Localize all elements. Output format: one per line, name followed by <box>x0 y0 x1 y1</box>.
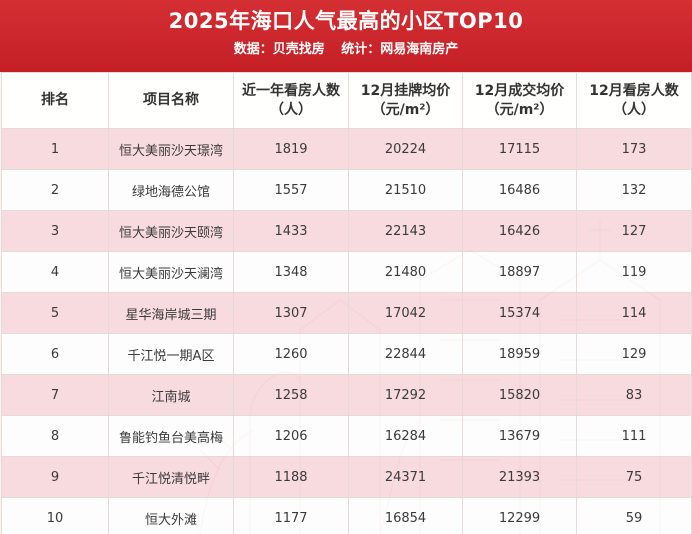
december-visitors-cell: 59 <box>576 497 692 534</box>
column-header-listing-price: 12月挂牌均价 （元/m²） <box>348 72 463 129</box>
yearly-visitors-cell: 1433 <box>233 210 349 252</box>
rank-cell: 7 <box>1 374 109 416</box>
deal-price-cell: 12299 <box>462 497 577 534</box>
yearly-visitors-cell: 1307 <box>233 292 349 334</box>
project-name-cell: 星华海岸城三期 <box>108 292 234 334</box>
title-banner: 2025年海口人气最高的小区TOP10 数据：贝壳找房 统计：网易海南房产 <box>0 0 692 72</box>
rank-cell: 8 <box>1 415 109 457</box>
december-visitors-cell: 132 <box>576 169 692 211</box>
listing-price-cell: 17292 <box>348 374 463 416</box>
december-visitors-cell: 173 <box>576 128 692 170</box>
yearly-visitors-cell: 1819 <box>233 128 349 170</box>
listing-price-cell: 16284 <box>348 415 463 457</box>
deal-price-cell: 16486 <box>462 169 577 211</box>
data-source: 数据：贝壳找房 <box>233 42 325 57</box>
yearly-visitors-cell: 1260 <box>233 333 349 375</box>
project-name-cell: 恒大美丽沙天璟湾 <box>108 128 234 170</box>
column-header-deal-price: 12月成交均价 （元/m²） <box>462 72 577 129</box>
listing-price-cell: 20224 <box>348 128 463 170</box>
table-row: 5 星华海岸城三期 1307 17042 15374 114 <box>1 292 692 334</box>
column-header-yearly-visitors: 近一年看房人数 （人） <box>233 72 349 129</box>
table-row: 3 恒大美丽沙天颐湾 1433 22143 16426 127 <box>1 210 692 252</box>
rank-cell: 6 <box>1 333 109 375</box>
december-visitors-cell: 75 <box>576 456 692 498</box>
project-name-cell: 恒大美丽沙天颐湾 <box>108 210 234 252</box>
table-row: 1 恒大美丽沙天璟湾 1819 20224 17115 173 <box>1 128 692 170</box>
table-row: 6 千江悦一期A区 1260 22844 18959 129 <box>1 333 692 375</box>
table-row: 10 恒大外滩 1177 16854 12299 59 <box>1 497 692 534</box>
deal-price-cell: 13679 <box>462 415 577 457</box>
table-header-row: 排名 项目名称 近一年看房人数 （人） 12月挂牌均价 （元/m²） 12月成交均价… <box>1 72 692 129</box>
project-name-cell: 恒大外滩 <box>108 497 234 534</box>
project-name-cell: 绿地海德公馆 <box>108 169 234 211</box>
project-name-cell: 恒大美丽沙天澜湾 <box>108 251 234 293</box>
yearly-visitors-cell: 1348 <box>233 251 349 293</box>
deal-price-cell: 15374 <box>462 292 577 334</box>
listing-price-cell: 24371 <box>348 456 463 498</box>
deal-price-cell: 16426 <box>462 210 577 252</box>
december-visitors-cell: 111 <box>576 415 692 457</box>
yearly-visitors-cell: 1557 <box>233 169 349 211</box>
yearly-visitors-cell: 1258 <box>233 374 349 416</box>
rank-cell: 3 <box>1 210 109 252</box>
yearly-visitors-cell: 1206 <box>233 415 349 457</box>
column-header-december-visitors: 12月看房人数 （人） <box>576 72 692 129</box>
project-name-cell: 鲁能钓鱼台美高梅 <box>108 415 234 457</box>
december-visitors-cell: 83 <box>576 374 692 416</box>
listing-price-cell: 21510 <box>348 169 463 211</box>
listing-price-cell: 22844 <box>348 333 463 375</box>
column-header-project-name: 项目名称 <box>108 72 234 129</box>
listing-price-cell: 16854 <box>348 497 463 534</box>
table-row: 4 恒大美丽沙天澜湾 1348 21480 18897 119 <box>1 251 692 293</box>
table-row: 2 绿地海德公馆 1557 21510 16486 132 <box>1 169 692 211</box>
column-header-rank: 排名 <box>1 72 109 129</box>
table-row: 8 鲁能钓鱼台美高梅 1206 16284 13679 111 <box>1 415 692 457</box>
yearly-visitors-cell: 1177 <box>233 497 349 534</box>
listing-price-cell: 22143 <box>348 210 463 252</box>
listing-price-cell: 17042 <box>348 292 463 334</box>
deal-price-cell: 17115 <box>462 128 577 170</box>
page-title: 2025年海口人气最高的小区TOP10 <box>168 9 524 33</box>
december-visitors-cell: 127 <box>576 210 692 252</box>
rank-cell: 2 <box>1 169 109 211</box>
deal-price-cell: 18959 <box>462 333 577 375</box>
rank-cell: 4 <box>1 251 109 293</box>
december-visitors-cell: 119 <box>576 251 692 293</box>
deal-price-cell: 15820 <box>462 374 577 416</box>
yearly-visitors-cell: 1188 <box>233 456 349 498</box>
december-visitors-cell: 114 <box>576 292 692 334</box>
ranking-table: 排名 项目名称 近一年看房人数 （人） 12月挂牌均价 （元/m²） 12月成交均价… <box>1 72 692 534</box>
rank-cell: 5 <box>1 292 109 334</box>
table-row: 9 千江悦清悦畔 1188 24371 21393 75 <box>1 456 692 498</box>
rank-cell: 9 <box>1 456 109 498</box>
december-visitors-cell: 129 <box>576 333 692 375</box>
deal-price-cell: 21393 <box>462 456 577 498</box>
project-name-cell: 江南城 <box>108 374 234 416</box>
statistics-credit: 统计：网易海南房产 <box>341 42 459 57</box>
listing-price-cell: 21480 <box>348 251 463 293</box>
source-line: 数据：贝壳找房 统计：网易海南房产 <box>0 40 692 60</box>
project-name-cell: 千江悦清悦畔 <box>108 456 234 498</box>
rank-cell: 1 <box>1 128 109 170</box>
table-row: 7 江南城 1258 17292 15820 83 <box>1 374 692 416</box>
deal-price-cell: 18897 <box>462 251 577 293</box>
rank-cell: 10 <box>1 497 109 534</box>
project-name-cell: 千江悦一期A区 <box>108 333 234 375</box>
